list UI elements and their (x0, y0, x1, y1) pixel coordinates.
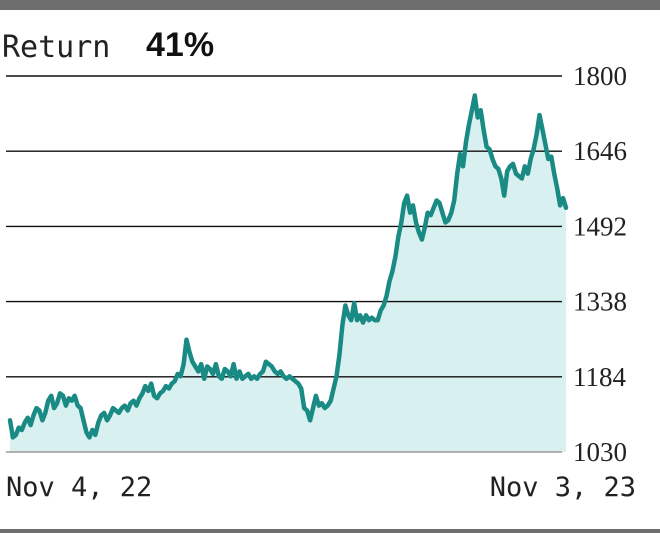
y-tick-label: 1646 (573, 136, 627, 166)
price-line (7, 93, 569, 440)
y-tick-label: 1338 (573, 287, 627, 317)
y-tick-label: 1492 (573, 211, 627, 241)
bottom-border (0, 529, 660, 533)
return-label: Return (2, 30, 111, 65)
y-tick-label: 1184 (573, 362, 626, 392)
area-fill (10, 95, 566, 452)
return-header: Return 41% (2, 26, 214, 70)
return-value: 41% (146, 26, 215, 64)
x-end-label: Nov 3, 23 (490, 472, 636, 503)
x-start-label: Nov 4, 22 (6, 472, 152, 503)
y-tick-label: 1800 (573, 61, 627, 91)
top-border (0, 0, 660, 10)
y-tick-label: 1030 (573, 437, 627, 467)
